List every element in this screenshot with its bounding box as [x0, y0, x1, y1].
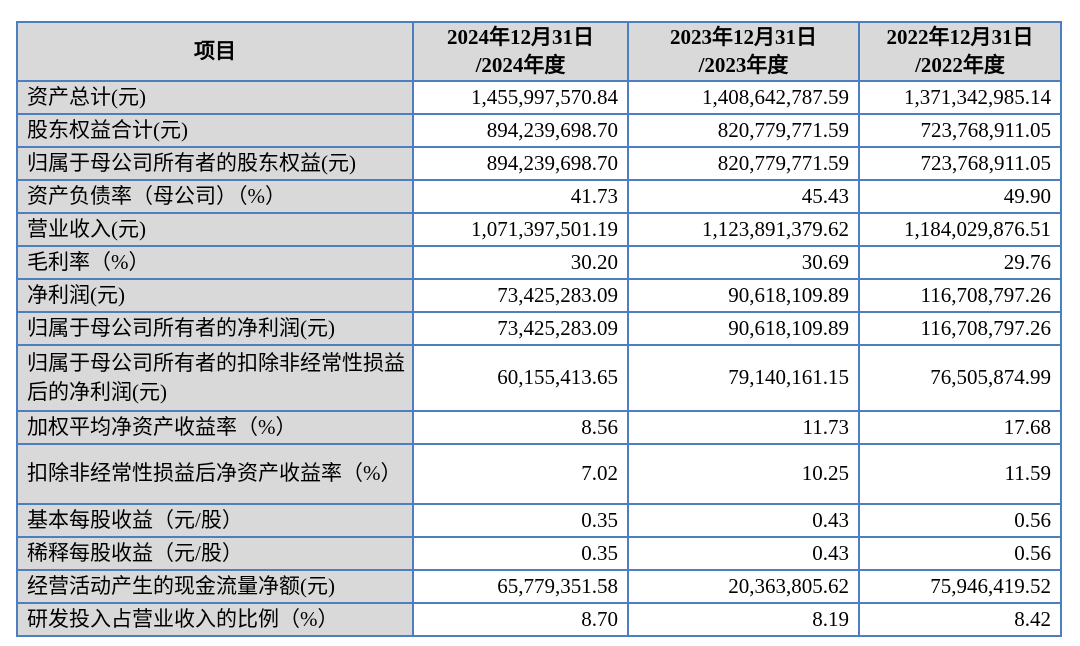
- value-cell: 1,455,997,570.84: [412, 80, 629, 115]
- value-cell: 11.73: [627, 409, 860, 445]
- header-item-cell: 项目: [16, 21, 414, 82]
- header-2024-cell: 2024年12月31日 /2024年度: [412, 21, 629, 82]
- table-row: 归属于母公司所有者的净利润(元) 73,425,283.09 90,618,10…: [16, 310, 1062, 346]
- value-cell: 1,071,397,501.19: [412, 211, 629, 247]
- row-label-cell: 营业收入(元): [16, 211, 414, 247]
- value-cell: 45.43: [627, 178, 860, 214]
- value-cell: 76,505,874.99: [858, 343, 1062, 412]
- table-row: 营业收入(元) 1,071,397,501.19 1,123,891,379.6…: [16, 211, 1062, 247]
- value-cell: 90,618,109.89: [627, 310, 860, 346]
- table-row: 归属于母公司所有者的股东权益(元) 894,239,698.70 820,779…: [16, 145, 1062, 181]
- value-cell: 820,779,771.59: [627, 145, 860, 181]
- header-2022-line2: /2022年度: [915, 52, 1005, 77]
- value-cell: 49.90: [858, 178, 1062, 214]
- value-cell: 8.42: [858, 601, 1062, 637]
- value-cell: 723,768,911.05: [858, 145, 1062, 181]
- value-cell: 30.20: [412, 244, 629, 280]
- value-cell: 41.73: [412, 178, 629, 214]
- header-2022-line1: 2022年12月31日: [886, 24, 1034, 49]
- row-label-cell: 归属于母公司所有者的扣除非经常性损益后的净利润(元): [16, 343, 414, 412]
- table-row: 归属于母公司所有者的扣除非经常性损益后的净利润(元) 60,155,413.65…: [16, 343, 1062, 412]
- table-row: 加权平均净资产收益率（%） 8.56 11.73 17.68: [16, 409, 1062, 445]
- row-label-cell: 归属于母公司所有者的股东权益(元): [16, 145, 414, 181]
- value-cell: 8.56: [412, 409, 629, 445]
- value-cell: 894,239,698.70: [412, 112, 629, 148]
- header-2024-line2: /2024年度: [475, 52, 566, 77]
- value-cell: 0.35: [412, 535, 629, 571]
- value-cell: 894,239,698.70: [412, 145, 629, 181]
- row-label-cell: 基本每股收益（元/股）: [16, 502, 414, 538]
- value-cell: 20,363,805.62: [627, 568, 860, 604]
- value-cell: 75,946,419.52: [858, 568, 1062, 604]
- value-cell: 1,408,642,787.59: [627, 80, 860, 115]
- row-label-cell: 稀释每股收益（元/股）: [16, 535, 414, 571]
- header-2024-line1: 2024年12月31日: [447, 24, 594, 49]
- table-row: 基本每股收益（元/股） 0.35 0.43 0.56: [16, 502, 1062, 538]
- value-cell: 90,618,109.89: [627, 277, 860, 313]
- header-row: 项目 2024年12月31日 /2024年度 2023年12月31日 /2023…: [16, 21, 1062, 82]
- table-row: 净利润(元) 73,425,283.09 90,618,109.89 116,7…: [16, 277, 1062, 313]
- row-label-cell: 毛利率（%）: [16, 244, 414, 280]
- value-cell: 1,184,029,876.51: [858, 211, 1062, 247]
- row-label-cell: 资产负债率（母公司）（%）: [16, 178, 414, 214]
- header-2023-cell: 2023年12月31日 /2023年度: [627, 21, 860, 82]
- value-cell: 73,425,283.09: [412, 277, 629, 313]
- financial-summary: 项目 2024年12月31日 /2024年度 2023年12月31日 /2023…: [16, 21, 1062, 637]
- row-label-cell: 净利润(元): [16, 277, 414, 313]
- row-label-cell: 研发投入占营业收入的比例（%）: [16, 601, 414, 637]
- table-row: 毛利率（%） 30.20 30.69 29.76: [16, 244, 1062, 280]
- row-label-cell: 股东权益合计(元): [16, 112, 414, 148]
- value-cell: 0.35: [412, 502, 629, 538]
- header-item-label: 项目: [194, 38, 236, 63]
- value-cell: 0.56: [858, 535, 1062, 571]
- value-cell: 17.68: [858, 409, 1062, 445]
- value-cell: 7.02: [412, 442, 629, 505]
- value-cell: 8.70: [412, 601, 629, 637]
- row-label-cell: 加权平均净资产收益率（%）: [16, 409, 414, 445]
- value-cell: 0.43: [627, 535, 860, 571]
- row-label-cell: 经营活动产生的现金流量净额(元): [16, 568, 414, 604]
- row-label-cell: 资产总计(元): [16, 80, 414, 115]
- value-cell: 8.19: [627, 601, 860, 637]
- table-row: 股东权益合计(元) 894,239,698.70 820,779,771.59 …: [16, 112, 1062, 148]
- value-cell: 73,425,283.09: [412, 310, 629, 346]
- value-cell: 11.59: [858, 442, 1062, 505]
- financial-summary-table: 项目 2024年12月31日 /2024年度 2023年12月31日 /2023…: [16, 21, 1062, 637]
- value-cell: 1,123,891,379.62: [627, 211, 860, 247]
- table-row: 稀释每股收益（元/股） 0.35 0.43 0.56: [16, 535, 1062, 571]
- row-label-cell: 归属于母公司所有者的净利润(元): [16, 310, 414, 346]
- row-label-cell: 扣除非经常性损益后净资产收益率（%）: [16, 442, 414, 505]
- value-cell: 820,779,771.59: [627, 112, 860, 148]
- header-2023-line2: /2023年度: [698, 52, 789, 77]
- table-row: 资产负债率（母公司）（%） 41.73 45.43 49.90: [16, 178, 1062, 214]
- value-cell: 1,371,342,985.14: [858, 80, 1062, 115]
- value-cell: 116,708,797.26: [858, 277, 1062, 313]
- value-cell: 29.76: [858, 244, 1062, 280]
- table-row: 研发投入占营业收入的比例（%） 8.70 8.19 8.42: [16, 601, 1062, 637]
- value-cell: 65,779,351.58: [412, 568, 629, 604]
- header-2022-cell: 2022年12月31日 /2022年度: [858, 21, 1062, 82]
- value-cell: 0.43: [627, 502, 860, 538]
- table-row: 经营活动产生的现金流量净额(元) 65,779,351.58 20,363,80…: [16, 568, 1062, 604]
- value-cell: 0.56: [858, 502, 1062, 538]
- value-cell: 10.25: [627, 442, 860, 505]
- table-row: 资产总计(元) 1,455,997,570.84 1,408,642,787.5…: [16, 80, 1062, 115]
- table-row: 扣除非经常性损益后净资产收益率（%） 7.02 10.25 11.59: [16, 442, 1062, 505]
- value-cell: 116,708,797.26: [858, 310, 1062, 346]
- value-cell: 30.69: [627, 244, 860, 280]
- value-cell: 723,768,911.05: [858, 112, 1062, 148]
- value-cell: 60,155,413.65: [412, 343, 629, 412]
- header-2023-line1: 2023年12月31日: [670, 24, 817, 49]
- value-cell: 79,140,161.15: [627, 343, 860, 412]
